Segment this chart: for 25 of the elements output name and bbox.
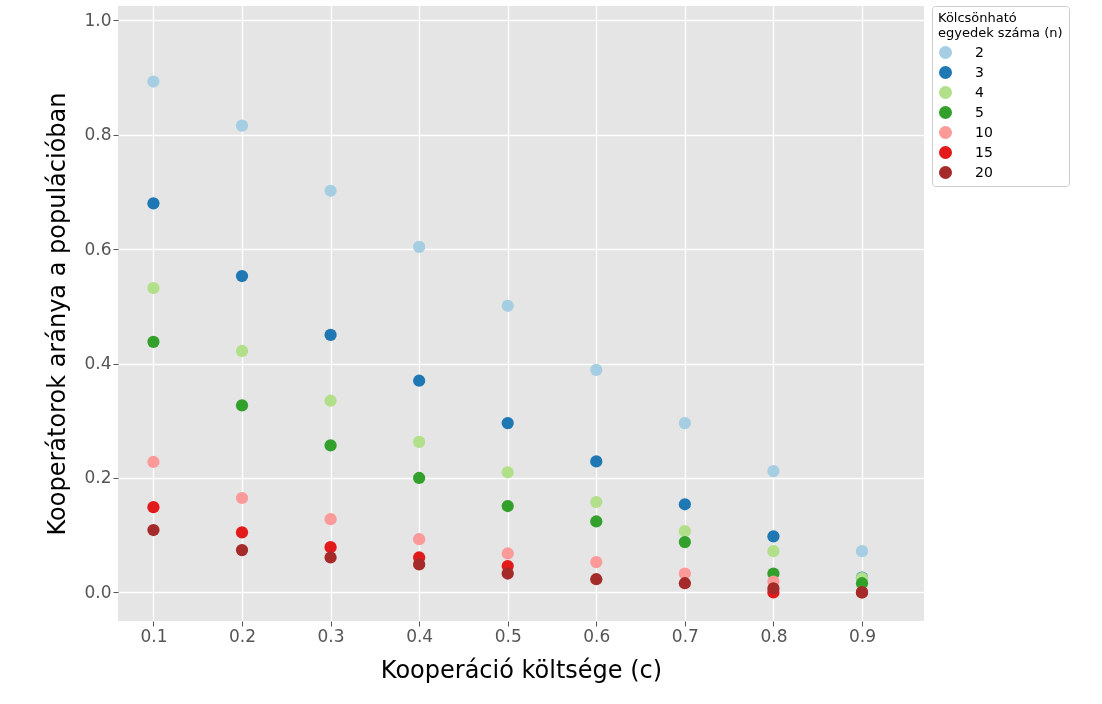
y-tick-label: 0.6: [84, 238, 112, 259]
legend-label: 4: [975, 83, 984, 100]
legend-label: 5: [975, 103, 984, 120]
y-tick-label: 1.0: [84, 9, 112, 30]
x-tick-label: 0.8: [760, 625, 788, 646]
x-tick-label: 0.4: [406, 625, 434, 646]
y-tick-label: 0.0: [84, 581, 112, 602]
y-tick-label: 0.2: [84, 467, 112, 488]
legend-label: 2: [975, 43, 984, 60]
x-tick-label: 0.5: [494, 625, 522, 646]
legend-label: 15: [975, 143, 993, 160]
x-tick-label: 0.9: [848, 625, 877, 646]
y-tick-label: 0.8: [84, 124, 112, 145]
x-tick-label: 0.1: [140, 625, 168, 646]
legend-title: Kölcsönható egyedek száma (n): [938, 10, 1063, 40]
x-tick-label: 0.6: [583, 625, 611, 646]
x-axis-title: Kooperáció költsége (c): [380, 655, 663, 684]
x-tick-label: 0.2: [228, 625, 257, 646]
x-tick-label: 0.3: [317, 625, 345, 646]
y-axis-title: Kooperátorok aránya a populációban: [43, 92, 72, 536]
legend-label: 10: [975, 123, 993, 140]
y-tick-label: 0.4: [84, 353, 112, 374]
x-tick-label: 0.7: [671, 625, 699, 646]
legend-label: 3: [975, 63, 984, 80]
legend-label: 20: [975, 163, 993, 180]
